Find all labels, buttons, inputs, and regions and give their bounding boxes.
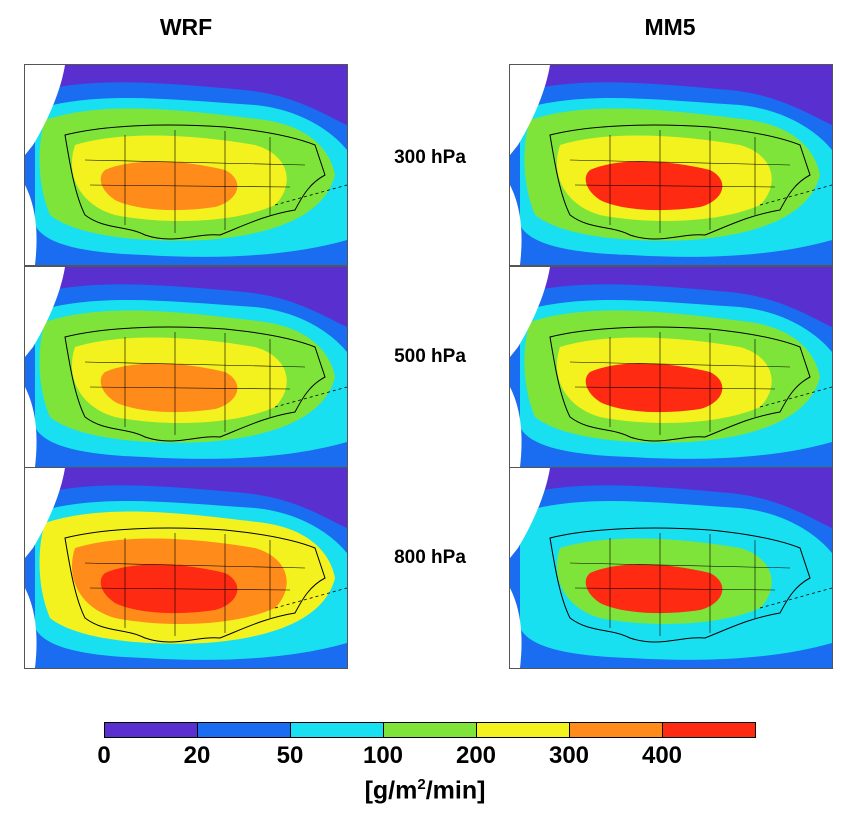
- colorbar-segment-0: [105, 723, 198, 737]
- map-coastline: [64, 326, 326, 442]
- colorbar: [104, 722, 756, 738]
- row-label-300hpa: 300 hPa: [394, 147, 466, 168]
- map-mask-nw: [25, 468, 65, 558]
- map-dashed-line: [274, 386, 347, 408]
- map-dashed-line: [274, 184, 347, 206]
- map-field: [510, 65, 832, 265]
- colorbar-segment-1: [198, 723, 291, 737]
- map-dashed-line: [274, 587, 347, 609]
- map-dashed-line: [759, 184, 832, 206]
- colorbar-segment-6: [663, 723, 755, 737]
- map-coastline: [549, 527, 811, 643]
- map-state-borders: [569, 332, 791, 435]
- colorbar-tick-20: 20: [183, 742, 211, 769]
- map-coastline: [549, 326, 811, 442]
- colorbar-tick-100: 100: [362, 742, 404, 769]
- map-coastline: [64, 527, 326, 643]
- colorbar-units-label: [g/m2/min]: [364, 776, 486, 805]
- map-state-borders: [84, 332, 306, 435]
- map-state-borders: [569, 130, 791, 233]
- map-mask-sw: [510, 387, 522, 467]
- map-mask-sw: [25, 588, 37, 668]
- map-field: [510, 468, 832, 668]
- colorbar-segment-4: [477, 723, 570, 737]
- map-coastline: [64, 124, 326, 240]
- map-panel-mm5-800hpa: [509, 467, 833, 669]
- colorbar-segment-2: [291, 723, 384, 737]
- map-mask-sw: [510, 588, 522, 668]
- map-panel-mm5-500hpa: [509, 266, 833, 468]
- colorbar-segment-3: [384, 723, 477, 737]
- map-state-borders: [569, 533, 791, 636]
- row-label-500hpa: 500 hPa: [394, 346, 466, 367]
- colorbar-segment-5: [570, 723, 663, 737]
- map-mask-nw: [510, 468, 550, 558]
- map-dashed-line: [759, 587, 832, 609]
- map-mask-sw: [25, 185, 37, 265]
- map-mask-nw: [25, 267, 65, 357]
- map-field: [25, 468, 347, 668]
- map-mask-nw: [510, 267, 550, 357]
- map-state-borders: [84, 533, 306, 636]
- colorbar-tick-0: 0: [97, 742, 111, 769]
- map-coastline: [549, 124, 811, 240]
- row-label-800hpa: 800 hPa: [394, 547, 466, 568]
- map-state-borders: [84, 130, 306, 233]
- map-mask-nw: [510, 65, 550, 155]
- colorbar-tick-300: 300: [548, 742, 590, 769]
- map-mask-sw: [510, 185, 522, 265]
- colorbar-tick-200: 200: [455, 742, 497, 769]
- map-mask-nw: [25, 65, 65, 155]
- map-field: [25, 65, 347, 265]
- map-field: [25, 267, 347, 467]
- map-panel-wrf-800hpa: [24, 467, 348, 669]
- map-field: [510, 267, 832, 467]
- map-panel-wrf-300hpa: [24, 64, 348, 266]
- wrf-column-title: WRF: [159, 14, 213, 40]
- map-panel-wrf-500hpa: [24, 266, 348, 468]
- map-mask-sw: [25, 387, 37, 467]
- map-panel-mm5-300hpa: [509, 64, 833, 266]
- colorbar-tick-400: 400: [641, 742, 683, 769]
- colorbar-tick-50: 50: [276, 742, 304, 769]
- map-dashed-line: [759, 386, 832, 408]
- mm5-column-title: MM5: [644, 14, 696, 40]
